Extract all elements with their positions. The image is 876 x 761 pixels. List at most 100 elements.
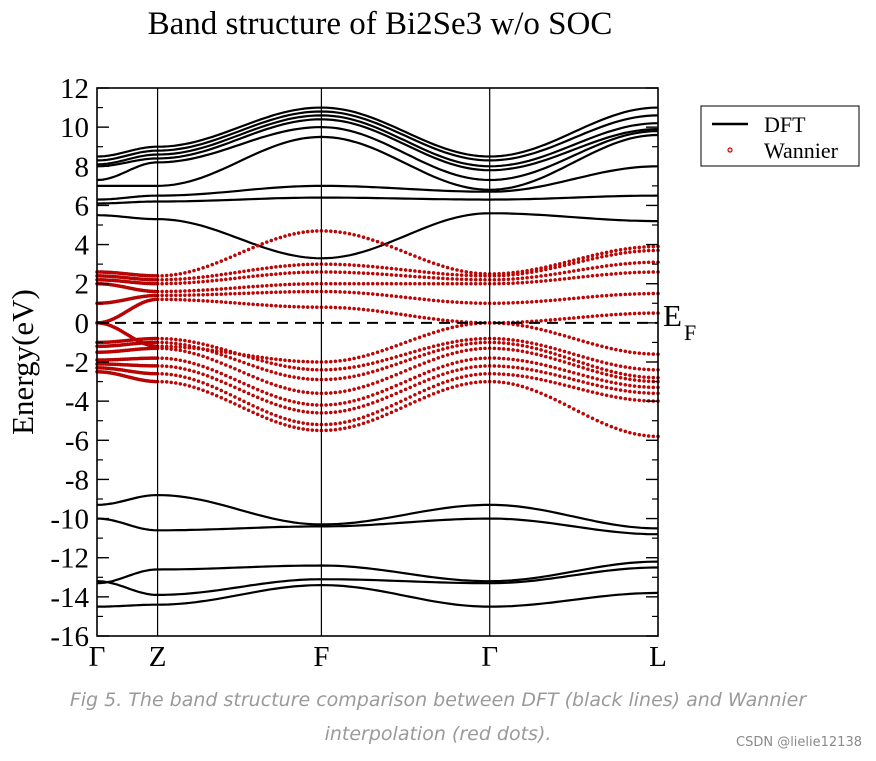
wannier-point [305, 367, 310, 372]
wannier-point [464, 374, 469, 378]
wannier-point [413, 392, 417, 397]
wannier-point [214, 393, 219, 398]
wannier-point [205, 356, 210, 360]
wannier-point [394, 383, 399, 388]
wannier-point [590, 294, 595, 299]
wannier-point [544, 278, 548, 283]
wannier-point [431, 275, 436, 280]
wannier-point [233, 286, 237, 290]
wannier-point [450, 344, 455, 349]
wannier-point [314, 391, 319, 396]
wannier-point [604, 250, 609, 255]
wannier-point [164, 293, 169, 298]
wannier-point [296, 270, 301, 275]
wannier-point [160, 273, 164, 278]
wannier-point [287, 406, 292, 411]
wannier-point [287, 263, 292, 268]
wannier-point [389, 281, 394, 286]
wannier-point [356, 397, 361, 402]
wannier-point [576, 386, 581, 391]
wannier-point [314, 367, 319, 372]
wannier-point [352, 281, 356, 286]
wannier-point [459, 343, 464, 347]
wannier-point [614, 248, 618, 253]
wannier-point [278, 404, 283, 408]
wannier-point [324, 289, 328, 294]
wannier-point [314, 262, 319, 267]
wannier-point [646, 367, 651, 372]
wannier-point [196, 346, 201, 351]
wannier-point [632, 384, 637, 388]
wannier-point [408, 395, 413, 399]
wannier-point [506, 277, 511, 282]
wannier-point [417, 373, 422, 378]
wannier-point [192, 361, 196, 366]
wannier-point [572, 336, 576, 341]
wannier-point [553, 357, 557, 362]
wannier-point [558, 353, 562, 358]
wannier-point [187, 293, 192, 297]
wannier-point [539, 362, 543, 367]
wannier-point [576, 275, 581, 280]
wannier-point [169, 372, 173, 377]
wannier-point [310, 391, 315, 395]
wannier-point [338, 390, 342, 394]
wannier-point [436, 343, 441, 348]
wannier-point [534, 342, 539, 346]
wannier-point [539, 377, 543, 382]
wannier-point [264, 266, 269, 270]
wannier-point [366, 419, 370, 424]
wannier-point [164, 344, 169, 349]
wannier-point [251, 385, 255, 390]
wannier-point [576, 409, 581, 414]
watermark: CSDN @lielie12138 [736, 735, 862, 750]
wannier-point [646, 352, 651, 356]
wannier-point [516, 342, 520, 347]
wannier-point [169, 380, 173, 385]
wannier-point [205, 274, 210, 279]
wannier-point [511, 382, 515, 386]
wannier-point [314, 428, 319, 433]
wannier-point [352, 418, 356, 422]
wannier-point [338, 401, 342, 406]
wannier-point [637, 374, 642, 379]
wannier-point [642, 260, 646, 265]
wannier-point [274, 394, 278, 399]
wannier-point [310, 360, 315, 364]
wannier-point [399, 381, 403, 386]
wannier-point [352, 263, 356, 268]
wannier-point [413, 296, 417, 301]
wannier-point [431, 375, 436, 380]
wannier-point [305, 402, 310, 407]
wannier-point [506, 337, 511, 342]
wannier-point [196, 379, 201, 384]
wannier-point [473, 347, 478, 351]
wannier-point [431, 271, 436, 275]
wannier-point [539, 318, 543, 323]
wannier-point [511, 281, 515, 286]
wannier-point [581, 387, 586, 392]
wannier-point [399, 295, 403, 299]
wannier-point [614, 387, 618, 392]
wannier-point [511, 342, 515, 346]
wannier-point [422, 395, 427, 400]
wannier-point [511, 338, 515, 342]
wannier-point [338, 367, 342, 371]
wannier-point [160, 281, 164, 286]
wannier-point [361, 291, 366, 296]
wannier-point [196, 363, 201, 367]
wannier-point [342, 306, 347, 310]
wannier-point [201, 292, 205, 297]
wannier-point [233, 253, 237, 258]
wannier-point [173, 373, 178, 378]
wannier-point [356, 234, 361, 238]
wannier-point [314, 305, 319, 310]
wannier-point [394, 294, 399, 299]
wannier-point [237, 285, 242, 290]
wannier-point [445, 276, 450, 281]
wannier-point [264, 399, 269, 403]
wannier-point [520, 300, 525, 305]
legend-dft-label: DFT [764, 112, 806, 137]
wannier-point [333, 410, 338, 414]
wannier-point [201, 298, 205, 303]
